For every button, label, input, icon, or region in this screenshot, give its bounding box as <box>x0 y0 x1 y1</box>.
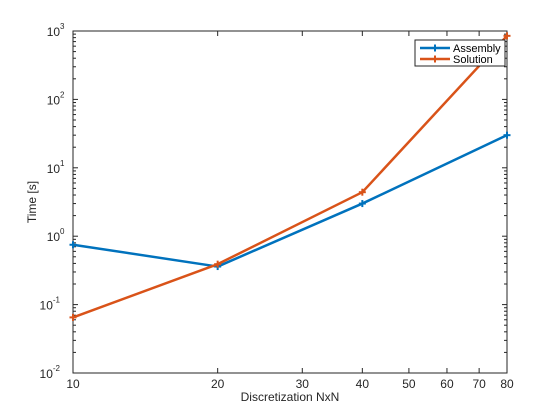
x-tick-label: 30 <box>296 377 310 391</box>
data-point-solution <box>69 313 77 321</box>
y-tick-label: 100 <box>47 227 65 244</box>
y-tick-label: 10-2 <box>40 364 61 381</box>
x-tick-label: 50 <box>402 377 416 391</box>
legend-label-assembly: Assembly <box>453 43 501 55</box>
x-tick-label: 10 <box>66 377 80 391</box>
plot-area <box>72 30 508 374</box>
data-point-assembly <box>503 131 511 139</box>
y-tick-label: 10-1 <box>40 296 61 313</box>
ticks: 10 20 30 40 50 60 70 80 10-2 10-1 100 101 102 103 <box>40 22 514 391</box>
x-tick-label: 40 <box>356 377 370 391</box>
data-point-solution <box>503 32 511 40</box>
data-point-assembly <box>69 241 77 249</box>
data-point-solution <box>214 260 222 268</box>
y-tick-label: 103 <box>47 22 65 39</box>
x-tick-label: 60 <box>440 377 454 391</box>
y-tick-label: 101 <box>47 159 65 176</box>
y-axis-label: Time [s] <box>25 181 39 223</box>
legend-box <box>414 39 506 67</box>
legend-label-solution: Solution <box>453 54 493 66</box>
series-line-solution <box>72 34 508 319</box>
x-axis-label: Discretization NxN <box>241 390 340 404</box>
series-lines <box>69 32 511 321</box>
x-tick-label: 70 <box>472 377 486 391</box>
x-tick-label: 80 <box>500 377 514 391</box>
y-tick-label: 102 <box>47 90 65 107</box>
series-line-assembly <box>72 134 508 268</box>
data-point-solution <box>358 188 366 196</box>
x-tick-label: 20 <box>211 377 225 391</box>
data-point-assembly <box>358 200 366 208</box>
